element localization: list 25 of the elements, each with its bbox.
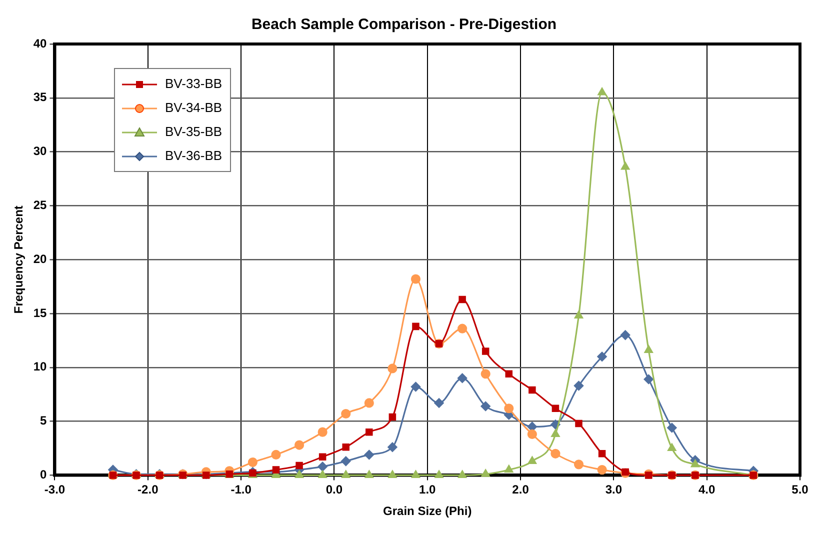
x-tick-label: 5.0 <box>792 482 809 497</box>
y-tick-label: 20 <box>33 252 48 266</box>
legend-label: BV-35-BB <box>165 123 222 141</box>
y-tick-label: 15 <box>33 306 48 320</box>
y-tick-label: 10 <box>33 360 48 374</box>
x-tick-label: 2.0 <box>512 482 530 497</box>
y-tick-label: 35 <box>33 90 48 104</box>
x-tick-label: -3.0 <box>44 482 66 497</box>
x-tick-label: -2.0 <box>138 482 159 497</box>
x-tick-label: -1.0 <box>230 482 252 497</box>
x-tick-label: 0.0 <box>326 482 343 497</box>
x-axis-title: Grain Size (Phi) <box>383 504 472 518</box>
y-tick-label: 5 <box>40 414 48 428</box>
y-tick-label: 40 <box>33 36 48 50</box>
x-tick-label: 4.0 <box>698 482 716 497</box>
y-tick-label: 30 <box>33 144 48 158</box>
y-tick-label: 25 <box>33 198 48 212</box>
legend-label: BV-33-BB <box>165 75 222 93</box>
legend-label: BV-34-BB <box>165 99 222 117</box>
chart-title: Beach Sample Comparison - Pre-Digestion <box>251 16 557 34</box>
y-axis-title: Frequency Percent <box>12 206 26 314</box>
y-tick-label: 0 <box>40 468 48 482</box>
legend-label: BV-36-BB <box>165 147 222 165</box>
x-tick-label: 1.0 <box>419 482 436 497</box>
x-tick-label: 3.0 <box>605 482 622 497</box>
